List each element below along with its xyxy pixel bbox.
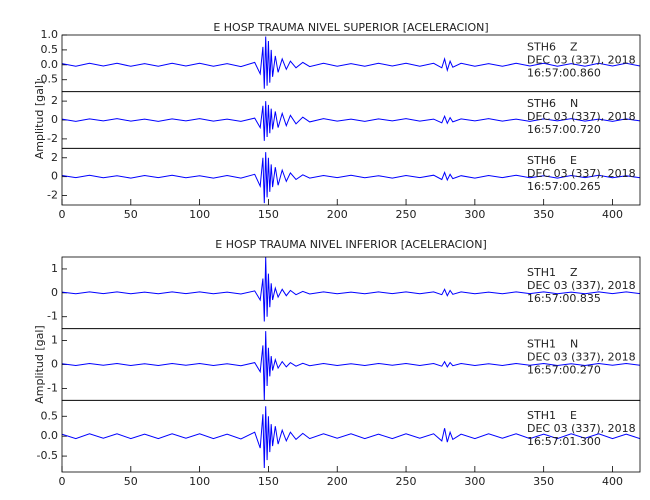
waveform [62, 257, 640, 322]
station-station: STH6 [527, 97, 556, 110]
chart-title: E HOSP TRAUMA NIVEL INFERIOR [ACELERACIO… [215, 238, 486, 251]
y-tick-label: 0 [51, 286, 58, 299]
time-label: 16:57:00.835 [527, 292, 601, 305]
station-component: Z [570, 266, 578, 279]
y-tick-label: 0.0 [41, 429, 59, 442]
time-label: 16:57:01.300 [527, 435, 601, 448]
x-tick-label: 400 [602, 208, 623, 221]
x-tick-label: 150 [258, 475, 279, 488]
y-tick-label: 0.5 [41, 43, 59, 56]
y-tick-label: -0.5 [37, 73, 58, 86]
station-label: STH1 E [527, 409, 577, 422]
waveform [62, 101, 640, 141]
station-component: E [570, 154, 577, 167]
station-component: N [570, 337, 578, 350]
date-label: DEC 03 (337), 2018 [527, 279, 636, 292]
station-station: STH6 [527, 154, 556, 167]
time-label: 16:57:00.720 [527, 123, 601, 136]
y-tick-label: 0 [51, 170, 58, 183]
date-label: DEC 03 (337), 2018 [527, 422, 636, 435]
x-tick-label: 0 [59, 475, 66, 488]
x-tick-label: 200 [327, 475, 348, 488]
station-label: STH1 N [527, 337, 578, 350]
x-tick-label: 100 [189, 475, 210, 488]
x-tick-label: 350 [533, 475, 554, 488]
date-label: DEC 03 (337), 2018 [527, 53, 636, 66]
station-label: STH6 Z [527, 40, 578, 53]
y-axis-label: Amplitud [gal] [33, 325, 46, 403]
panel-frame [61, 147, 641, 206]
y-tick-label: -1 [47, 310, 58, 323]
x-tick-label: 300 [464, 208, 485, 221]
y-tick-label: 1 [51, 334, 58, 347]
y-tick-label: 0 [51, 358, 58, 371]
y-tick-label: -0.5 [37, 449, 58, 462]
time-label: 16:57:00.270 [527, 363, 601, 376]
y-tick-label: -1 [47, 381, 58, 394]
station-label: STH6 N [527, 97, 578, 110]
y-tick-label: -2 [47, 189, 58, 202]
station-label: STH1 Z [527, 266, 578, 279]
y-tick-label: 2 [51, 94, 58, 107]
y-tick-label: 1.0 [41, 28, 59, 41]
time-label: 16:57:00.860 [527, 66, 601, 79]
waveform [62, 152, 640, 204]
waveform [62, 406, 640, 469]
station-station: STH1 [527, 337, 556, 350]
station-component: E [570, 409, 577, 422]
x-tick-label: 400 [602, 475, 623, 488]
x-tick-label: 300 [464, 475, 485, 488]
station-station: STH1 [527, 409, 556, 422]
waveform [62, 36, 640, 89]
x-tick-label: 350 [533, 208, 554, 221]
date-label: DEC 03 (337), 2018 [527, 350, 636, 363]
x-tick-label: 100 [189, 208, 210, 221]
station-station: STH6 [527, 40, 556, 53]
y-axis-label: Amplitud [gal] [33, 81, 46, 159]
x-tick-label: 150 [258, 208, 279, 221]
y-tick-label: 0.0 [41, 58, 59, 71]
x-tick-label: 50 [124, 208, 138, 221]
time-label: 16:57:00.265 [527, 180, 601, 193]
waveform [62, 331, 640, 401]
y-tick-label: 0.5 [41, 409, 59, 422]
y-tick-label: 0 [51, 113, 58, 126]
x-tick-label: 50 [124, 475, 138, 488]
chart-title: E HOSP TRAUMA NIVEL SUPERIOR [ACELERACIO… [213, 21, 488, 34]
station-station: STH1 [527, 266, 556, 279]
y-tick-label: 2 [51, 151, 58, 164]
x-tick-label: 200 [327, 208, 348, 221]
y-tick-label: -2 [47, 132, 58, 145]
x-tick-label: 250 [396, 475, 417, 488]
date-label: DEC 03 (337), 2018 [527, 110, 636, 123]
x-tick-label: 250 [396, 208, 417, 221]
panel-frame [61, 399, 641, 473]
station-component: Z [570, 40, 578, 53]
date-label: DEC 03 (337), 2018 [527, 167, 636, 180]
station-component: N [570, 97, 578, 110]
station-label: STH6 E [527, 154, 577, 167]
y-tick-label: 1 [51, 262, 58, 275]
x-tick-label: 0 [59, 208, 66, 221]
